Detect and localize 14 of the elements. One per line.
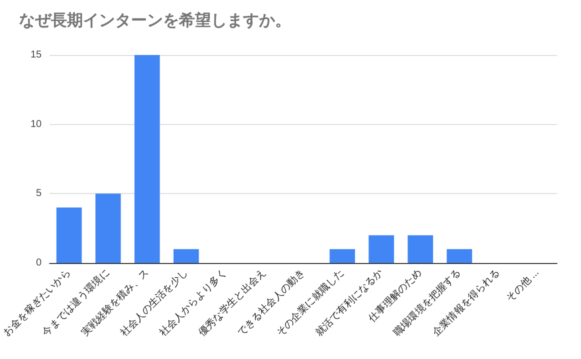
y-tick-label: 5 [36,188,42,200]
chart-title: なぜ長期インターンを希望しますか。 [19,12,291,30]
bar [446,249,472,263]
bar [95,194,121,263]
bar [173,249,199,263]
x-tick-label: その他 ... [504,266,542,304]
bar [368,235,394,263]
y-tick-label: 0 [36,258,42,268]
y-tick-label: 10 [30,118,42,130]
bar [56,208,82,263]
bar [330,249,355,263]
bar [134,55,160,263]
y-tick-label: 15 [30,50,42,60]
bar [408,235,434,263]
